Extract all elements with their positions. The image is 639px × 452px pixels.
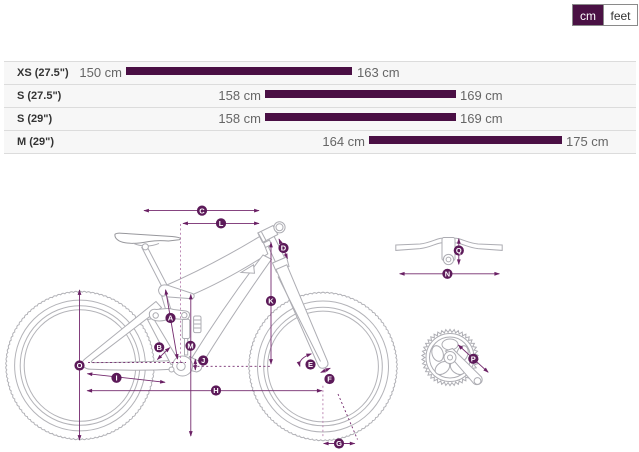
svg-text:M: M: [187, 342, 193, 351]
svg-text:L: L: [219, 219, 224, 228]
svg-text:J: J: [201, 356, 205, 365]
svg-text:P: P: [471, 355, 476, 364]
svg-text:Q: Q: [456, 246, 462, 255]
svg-text:F: F: [327, 375, 332, 384]
svg-text:H: H: [213, 386, 218, 395]
svg-text:D: D: [281, 244, 287, 253]
svg-text:A: A: [168, 314, 174, 323]
svg-text:C: C: [199, 206, 205, 215]
svg-text:N: N: [445, 270, 450, 279]
svg-text:B: B: [156, 343, 162, 352]
svg-text:I: I: [115, 374, 117, 383]
svg-text:E: E: [308, 360, 313, 369]
svg-text:G: G: [336, 439, 342, 448]
svg-text:O: O: [77, 361, 83, 370]
svg-text:K: K: [268, 297, 274, 306]
